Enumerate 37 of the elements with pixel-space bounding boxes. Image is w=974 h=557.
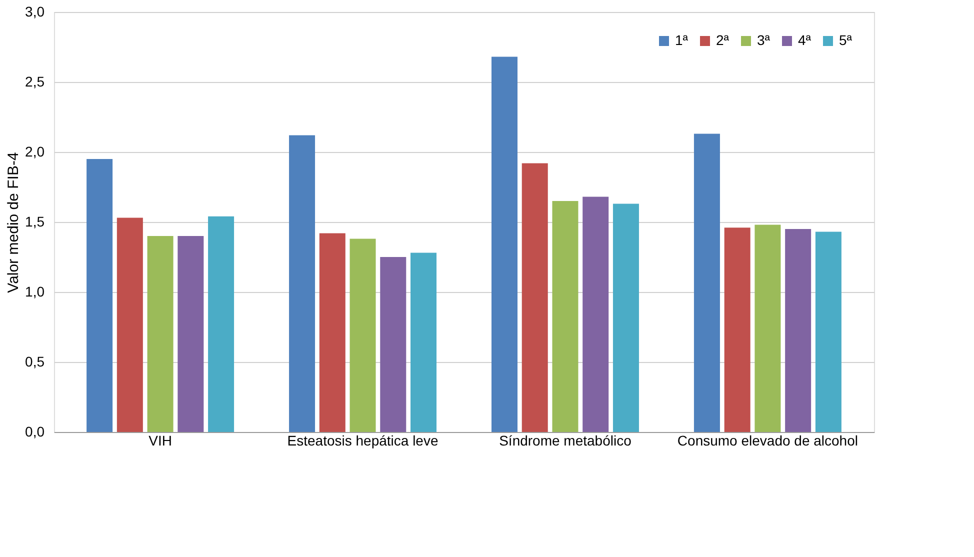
bar — [319, 233, 346, 432]
y-tick-label: 2,0 — [25, 144, 45, 160]
y-tick-label: 0,5 — [25, 354, 45, 370]
legend-label: 3ª — [757, 32, 771, 48]
bar — [582, 196, 609, 432]
bar — [815, 232, 842, 432]
bar — [208, 216, 234, 432]
legend-label: 4ª — [798, 32, 812, 48]
bar — [754, 224, 781, 432]
legend-label: 2ª — [716, 32, 730, 48]
bar — [522, 163, 548, 432]
x-tick-label: Esteatosis hepática leve — [287, 432, 438, 448]
y-axis-title: Valor medio de FIB-4 — [5, 152, 22, 293]
bar — [350, 238, 376, 432]
y-tick-label: 1,0 — [25, 284, 45, 300]
y-tick-label: 1,5 — [25, 214, 45, 230]
bar — [724, 228, 750, 432]
bar — [612, 204, 639, 432]
bar — [289, 135, 316, 432]
bar — [694, 134, 720, 432]
bar — [410, 252, 437, 432]
x-tick-label: VIH — [148, 432, 172, 448]
bar — [785, 229, 812, 432]
bar — [178, 236, 204, 432]
bar — [380, 257, 406, 432]
x-tick-label: Consumo elevado de alcohol — [677, 432, 858, 448]
legend-label: 1ª — [675, 32, 689, 48]
legend-label: 5ª — [839, 32, 853, 48]
bar — [147, 236, 174, 432]
y-tick-label: 3,0 — [25, 4, 45, 20]
bar — [552, 201, 578, 432]
y-tick-label: 2,5 — [25, 74, 45, 90]
bar — [491, 56, 518, 432]
bar — [116, 218, 143, 432]
bar — [86, 159, 113, 432]
y-tick-label: 0,0 — [25, 424, 45, 440]
x-tick-label: Síndrome metabólico — [499, 432, 632, 448]
